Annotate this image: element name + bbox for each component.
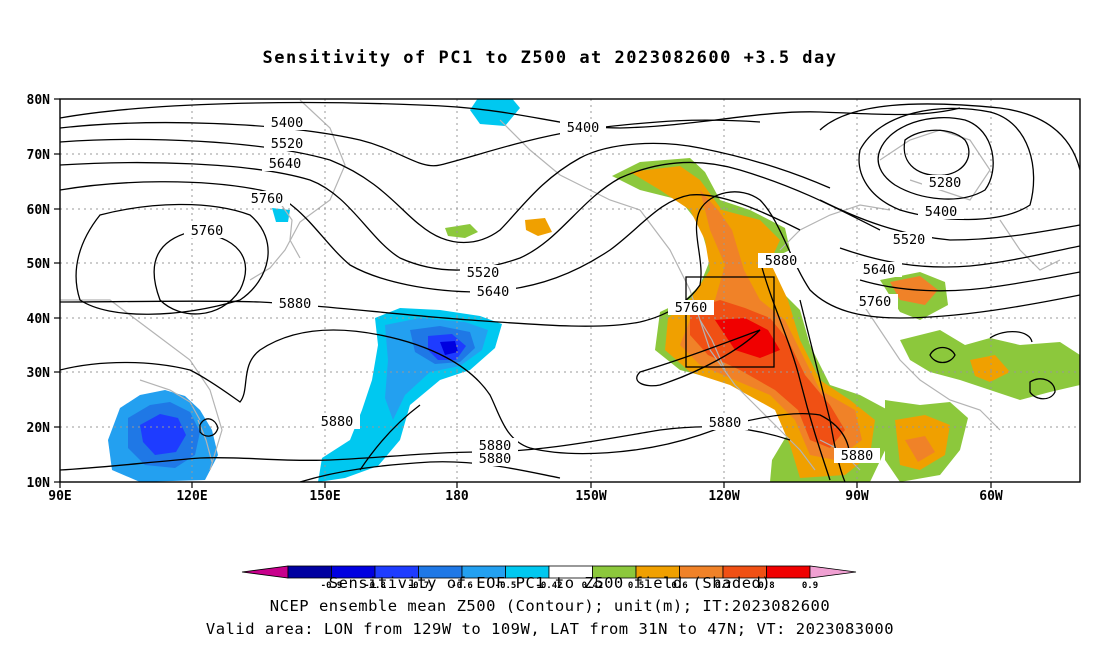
longitude-labels: 90E 120E 150E 180 150W 120W 90W 60W bbox=[48, 489, 1003, 504]
svg-text:5280: 5280 bbox=[929, 175, 962, 191]
svg-text:5520: 5520 bbox=[271, 136, 304, 152]
contour-labels: 5400 5520 5640 5760 5760 5880 5880 5880 … bbox=[184, 115, 968, 467]
contour-label: 5880 bbox=[472, 451, 518, 467]
lat-label: 70N bbox=[27, 148, 51, 163]
svg-text:5880: 5880 bbox=[765, 253, 798, 269]
lon-label: 150E bbox=[309, 489, 340, 504]
caption-shading: Sensitivity of EOF PC1 to Z500 field (Sh… bbox=[328, 574, 772, 592]
svg-text:5520: 5520 bbox=[893, 232, 926, 248]
contour-label: 5520 bbox=[886, 232, 932, 248]
lat-label: 50N bbox=[27, 257, 51, 272]
contour-label: 5880 bbox=[834, 448, 880, 464]
contour-label: 5400 bbox=[918, 204, 964, 220]
contour-label: 5280 bbox=[922, 175, 968, 191]
contour-label: 5640 bbox=[856, 262, 902, 278]
contour-label: 5640 bbox=[262, 156, 308, 172]
positive-sensitivity-north-america bbox=[445, 158, 1080, 482]
svg-text:5400: 5400 bbox=[271, 115, 304, 131]
svg-text:5760: 5760 bbox=[191, 223, 224, 239]
svg-text:5880: 5880 bbox=[479, 451, 512, 467]
svg-text:5400: 5400 bbox=[925, 204, 958, 220]
contour-label: 5760 bbox=[184, 223, 230, 239]
colorbar: -0.9 -0.8 -0.7 -0.6 -0.5 -0.42 0.42 0.5 0.6 0.7 0.… bbox=[241, 565, 857, 591]
svg-text:5880: 5880 bbox=[709, 415, 742, 431]
svg-text:5880: 5880 bbox=[279, 296, 312, 312]
axis-ticks bbox=[54, 98, 992, 488]
colorbar-tick-label: 0.7 bbox=[715, 581, 731, 591]
contour-label: 5760 bbox=[668, 300, 714, 316]
negative-sensitivity-west-pacific bbox=[108, 390, 218, 482]
svg-text:5760: 5760 bbox=[251, 191, 284, 207]
colorbar-over-triangle bbox=[809, 565, 857, 579]
lon-label: 180 bbox=[445, 489, 469, 504]
svg-text:5880: 5880 bbox=[479, 438, 512, 454]
contour-label: 5520 bbox=[460, 265, 506, 281]
lon-label: 120E bbox=[176, 489, 207, 504]
caption-contour: NCEP ensemble mean Z500 (Contour); unit(… bbox=[269, 597, 831, 615]
lon-label: 120W bbox=[708, 489, 739, 504]
lon-label: 60W bbox=[979, 489, 1003, 504]
contour-label: 5400 bbox=[560, 120, 606, 136]
colorbar-tick-label: 0.42 bbox=[582, 581, 604, 591]
svg-text:5640: 5640 bbox=[863, 262, 896, 278]
caption-valid-area: Valid area: LON from 129W to 109W, LAT f… bbox=[205, 620, 895, 638]
svg-text:5640: 5640 bbox=[269, 156, 302, 172]
colorbar-tick-label: 0.6 bbox=[671, 581, 687, 591]
lon-label: 90E bbox=[48, 489, 71, 504]
svg-text:5520: 5520 bbox=[467, 265, 500, 281]
contour-label: 5520 bbox=[264, 136, 310, 152]
lat-label: 60N bbox=[27, 203, 51, 218]
colorbar-tick-label: -0.9 bbox=[321, 581, 343, 591]
colorbar-tick-label: -0.6 bbox=[451, 581, 473, 591]
valid-area-box bbox=[685, 276, 775, 368]
svg-text:5880: 5880 bbox=[321, 414, 354, 430]
colorbar-tick-label: -0.7 bbox=[408, 581, 430, 591]
contour-label: 5880 bbox=[702, 415, 748, 431]
lon-label: 90W bbox=[845, 489, 869, 504]
plot-frame bbox=[59, 98, 1081, 483]
colorbar-tick-label: -0.5 bbox=[495, 581, 517, 591]
lat-label: 20N bbox=[27, 421, 51, 436]
lat-label: 40N bbox=[27, 312, 51, 327]
contour-label: 5640 bbox=[470, 284, 516, 300]
contour-label: 5880 bbox=[272, 296, 318, 312]
colorbar-tick-label: 0.8 bbox=[758, 581, 774, 591]
colorbar-tick-label: -0.8 bbox=[364, 581, 386, 591]
colorbar-tick-label: 0.9 bbox=[802, 581, 818, 591]
svg-text:5880: 5880 bbox=[841, 448, 874, 464]
contour-label: 5880 bbox=[314, 414, 360, 430]
svg-text:5760: 5760 bbox=[675, 300, 708, 316]
contour-label: 5760 bbox=[852, 294, 898, 310]
colorbar-tick-label: 0.5 bbox=[628, 581, 644, 591]
svg-text:5760: 5760 bbox=[859, 294, 892, 310]
svg-text:5640: 5640 bbox=[477, 284, 510, 300]
lat-label: 30N bbox=[27, 366, 51, 381]
lat-label: 10N bbox=[27, 476, 51, 491]
latitude-labels: 80N 70N 60N 50N 40N 30N 20N 10N bbox=[27, 93, 51, 491]
contour-label: 5880 bbox=[472, 438, 518, 454]
lon-label: 150W bbox=[575, 489, 606, 504]
colorbar-tick-label: -0.42 bbox=[535, 581, 562, 591]
coastlines bbox=[60, 99, 1061, 471]
contour-label: 5880 bbox=[758, 253, 804, 269]
lat-label: 80N bbox=[27, 93, 51, 108]
svg-text:5400: 5400 bbox=[567, 120, 600, 136]
contour-label: 5760 bbox=[244, 191, 290, 207]
contour-label: 5400 bbox=[264, 115, 310, 131]
map-title: Sensitivity of PC1 to Z500 at 2023082600… bbox=[262, 48, 838, 68]
